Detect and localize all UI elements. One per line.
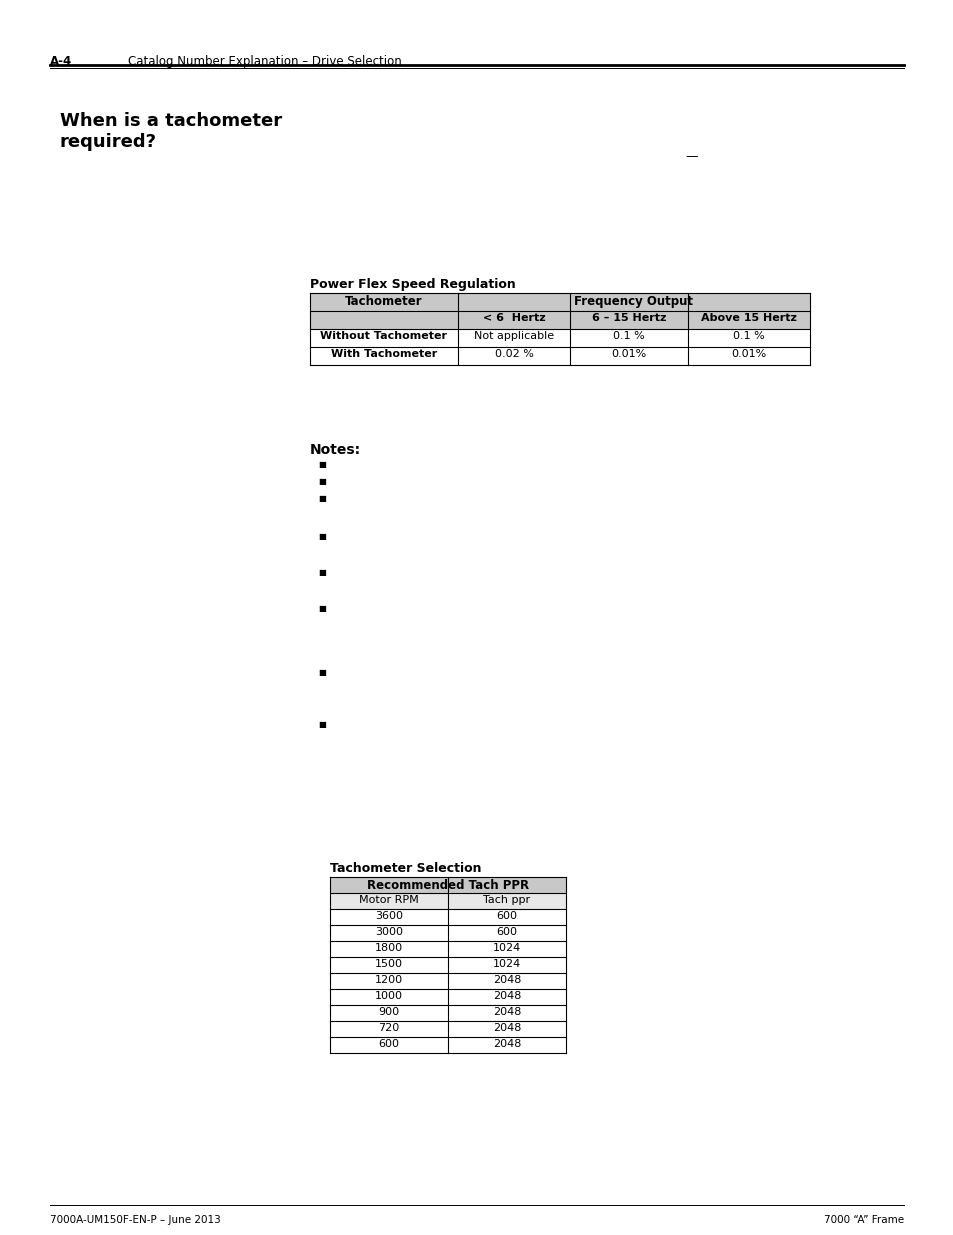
Text: ■: ■ <box>317 668 326 677</box>
Text: 0.01%: 0.01% <box>611 350 646 359</box>
Text: Motor RPM: Motor RPM <box>358 895 418 905</box>
Text: ■: ■ <box>317 477 326 487</box>
Text: 2048: 2048 <box>493 990 520 1002</box>
Bar <box>569 293 571 311</box>
Text: When is a tachometer: When is a tachometer <box>60 112 282 130</box>
Text: Without Tachometer: Without Tachometer <box>320 331 447 341</box>
Text: 720: 720 <box>378 1023 399 1032</box>
Text: 2048: 2048 <box>493 974 520 986</box>
Bar <box>687 293 688 311</box>
Text: Tachometer: Tachometer <box>345 295 422 308</box>
Text: 600: 600 <box>496 911 517 921</box>
Text: Not applicable: Not applicable <box>474 331 554 341</box>
Text: 3600: 3600 <box>375 911 402 921</box>
Text: 600: 600 <box>496 927 517 937</box>
Text: < 6  Hertz: < 6 Hertz <box>482 312 545 324</box>
Text: ■: ■ <box>317 459 326 469</box>
Bar <box>310 311 809 329</box>
Text: Recommended Tach PPR: Recommended Tach PPR <box>367 879 529 892</box>
Text: 7000 “A” Frame: 7000 “A” Frame <box>823 1215 903 1225</box>
Text: Tachometer Selection: Tachometer Selection <box>330 862 481 876</box>
Text: Notes:: Notes: <box>310 443 361 457</box>
Text: 1200: 1200 <box>375 974 402 986</box>
Text: Frequency Output: Frequency Output <box>574 295 693 308</box>
Text: 1024: 1024 <box>493 960 520 969</box>
Text: 0.1 %: 0.1 % <box>613 331 644 341</box>
Text: 3000: 3000 <box>375 927 402 937</box>
Text: ■: ■ <box>317 568 326 577</box>
Text: 1000: 1000 <box>375 990 402 1002</box>
Text: 0.01%: 0.01% <box>731 350 766 359</box>
Text: Power Flex Speed Regulation: Power Flex Speed Regulation <box>310 278 516 291</box>
Text: With Tachometer: With Tachometer <box>331 350 436 359</box>
Text: 2048: 2048 <box>493 1023 520 1032</box>
Text: ■: ■ <box>317 532 326 541</box>
Text: —: — <box>684 149 697 163</box>
Bar <box>310 293 809 311</box>
Text: 600: 600 <box>378 1039 399 1049</box>
Text: 1800: 1800 <box>375 944 402 953</box>
Text: Above 15 Hertz: Above 15 Hertz <box>700 312 796 324</box>
Text: Catalog Number Explanation – Drive Selection: Catalog Number Explanation – Drive Selec… <box>128 56 401 68</box>
Text: 7000A-UM150F-EN-P – June 2013: 7000A-UM150F-EN-P – June 2013 <box>50 1215 220 1225</box>
Text: ■: ■ <box>317 720 326 729</box>
Bar <box>457 293 809 311</box>
Text: ■: ■ <box>317 604 326 613</box>
Text: 1500: 1500 <box>375 960 402 969</box>
Text: ■: ■ <box>317 494 326 503</box>
Bar <box>330 877 565 893</box>
Bar <box>330 893 565 909</box>
Text: required?: required? <box>60 133 157 151</box>
Text: 6 – 15 Hertz: 6 – 15 Hertz <box>591 312 665 324</box>
Text: 2048: 2048 <box>493 1039 520 1049</box>
Text: 0.02 %: 0.02 % <box>494 350 533 359</box>
Text: 2048: 2048 <box>493 1007 520 1016</box>
Text: 0.1 %: 0.1 % <box>732 331 764 341</box>
Text: Tach ppr: Tach ppr <box>483 895 530 905</box>
Text: A-4: A-4 <box>50 56 72 68</box>
Text: 1024: 1024 <box>493 944 520 953</box>
Text: 900: 900 <box>378 1007 399 1016</box>
